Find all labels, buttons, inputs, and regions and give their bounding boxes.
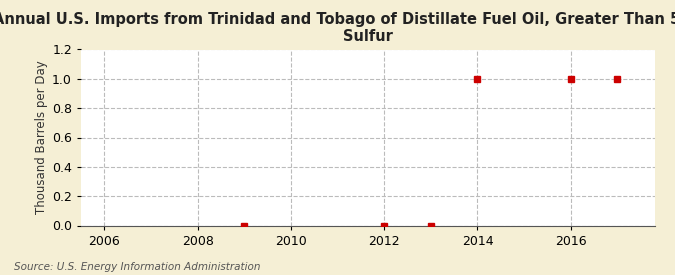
Y-axis label: Thousand Barrels per Day: Thousand Barrels per Day xyxy=(35,60,48,215)
Title: Annual U.S. Imports from Trinidad and Tobago of Distillate Fuel Oil, Greater Tha: Annual U.S. Imports from Trinidad and To… xyxy=(0,12,675,44)
Text: Source: U.S. Energy Information Administration: Source: U.S. Energy Information Administ… xyxy=(14,262,260,272)
